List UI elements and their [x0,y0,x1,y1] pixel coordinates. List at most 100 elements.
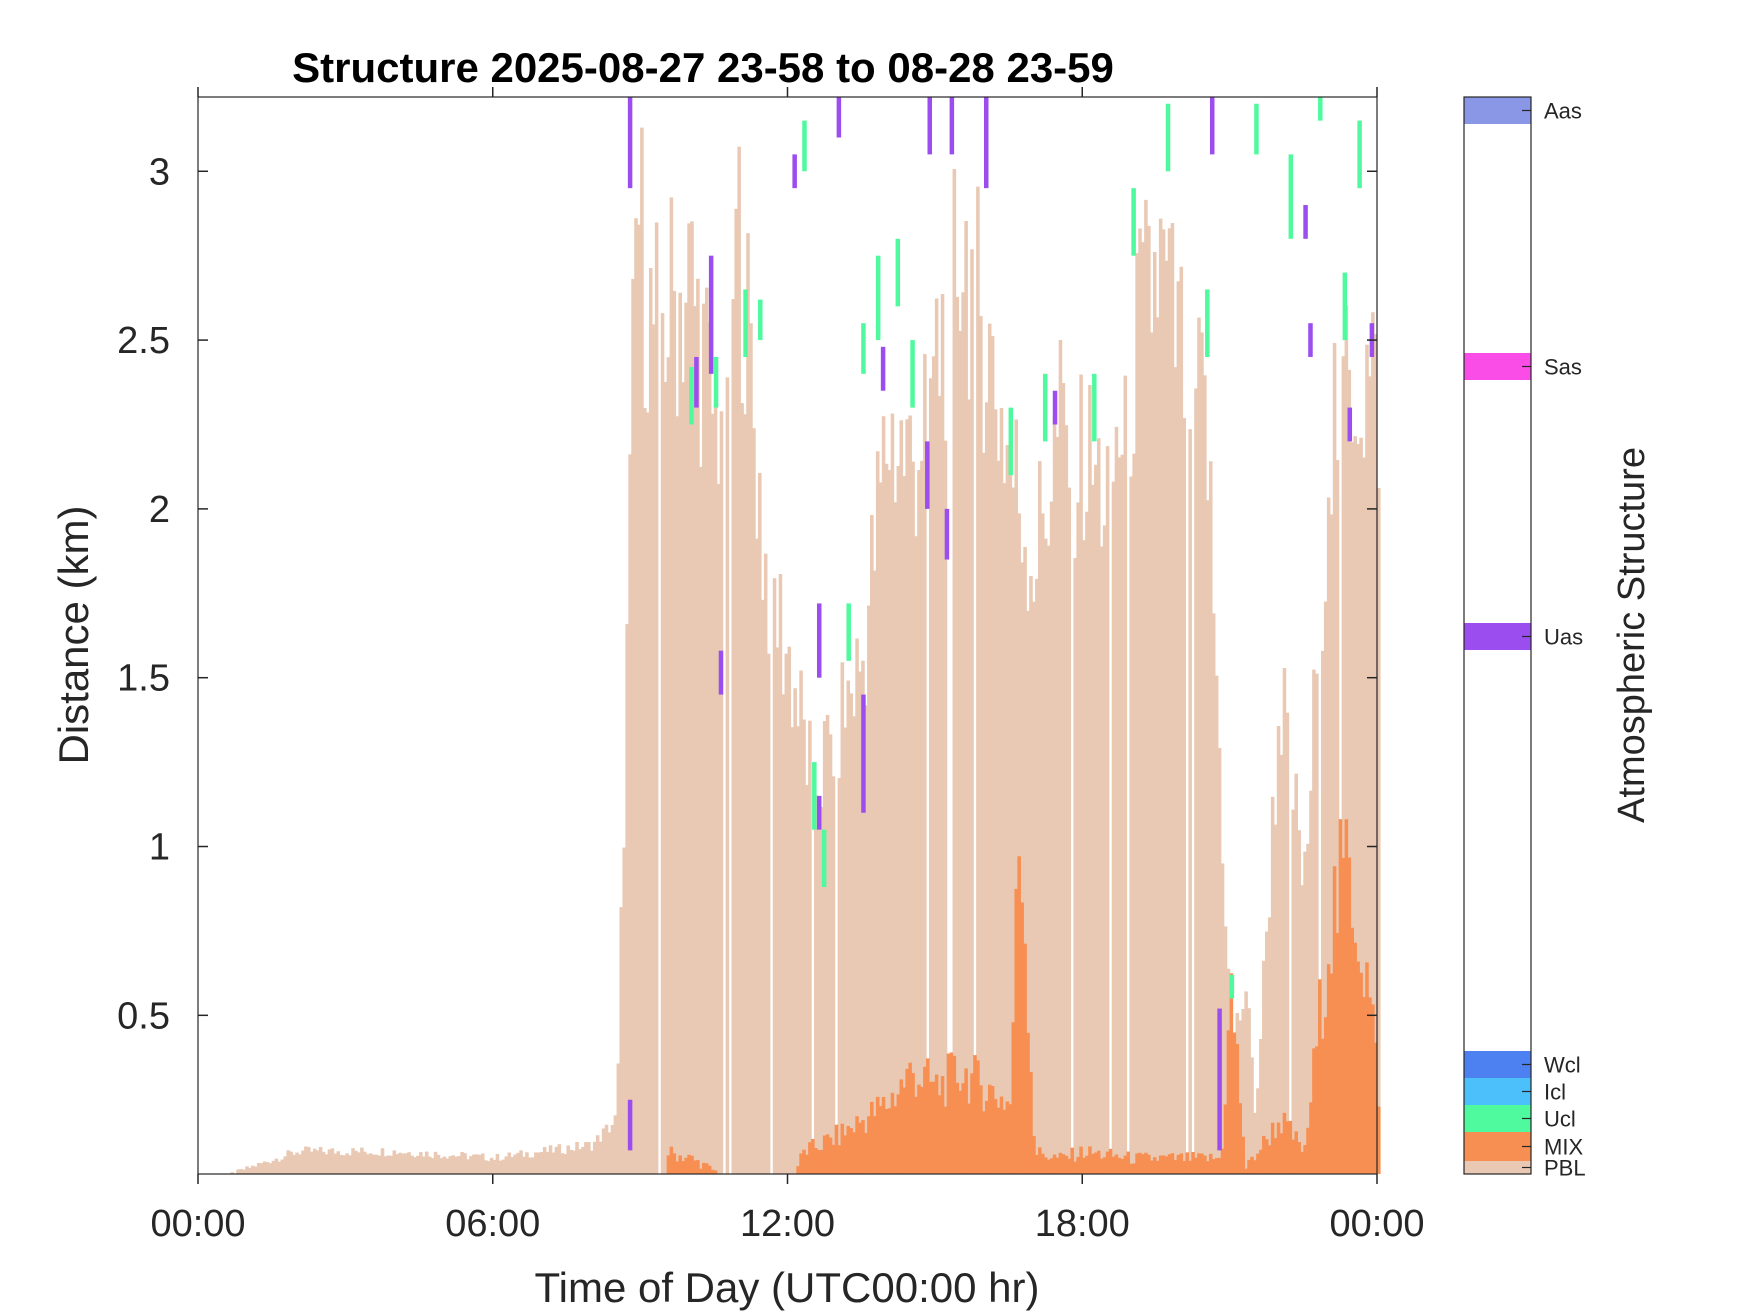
pbl-column [1256,1088,1260,1174]
pbl-column [383,1156,388,1174]
pbl-column [952,169,957,1175]
mix-column [973,1055,977,1174]
uas-segment [718,650,724,695]
ucl-segment [1092,373,1097,442]
mix-column [1312,1048,1316,1174]
mix-column [1320,1038,1325,1174]
uas-segment [1308,323,1313,357]
mix-column [1096,1150,1101,1174]
pbl-column [277,1161,282,1174]
pbl-column [796,726,800,1174]
pbl-column [1371,312,1375,1174]
pbl-column [345,1153,349,1174]
uas-segment [627,1099,633,1151]
pbl-column [342,1155,346,1174]
mix-column [1315,1046,1319,1174]
pbl-column [307,1147,311,1174]
pbl-column [690,221,694,1174]
pbl-column [1350,442,1355,1174]
mix-column [831,1144,836,1174]
mix-column [1326,964,1331,1174]
pbl-column [1353,436,1357,1174]
uas-segment [880,346,886,391]
pbl-column [737,146,741,1174]
pbl-column [442,1156,447,1174]
colorbar-band-sas [1464,353,1531,380]
mix-column [1138,1152,1142,1174]
pbl-column [1179,266,1184,1174]
pbl-column [625,624,629,1174]
mix-column [1105,1151,1110,1174]
mix-column [952,1055,957,1174]
pbl-column [336,1151,341,1174]
pbl-column [1167,228,1172,1174]
mix-column [1256,1153,1260,1174]
mix-column [987,1084,992,1174]
mix-column [1306,1127,1310,1174]
pbl-column [410,1155,414,1174]
pbl-column [852,716,856,1174]
ucl-segment [861,323,866,374]
ucl-segment [1205,289,1210,357]
pbl-column [1120,454,1125,1175]
pbl-column [993,409,998,1174]
mix-column [1040,1153,1045,1174]
pbl-column [893,502,898,1174]
pbl-column [1091,484,1095,1174]
mix-column [1108,1148,1113,1174]
pbl-column [1377,487,1381,1174]
pbl-column [1253,1112,1257,1174]
uas-segment [1303,205,1308,239]
pbl-column [1043,538,1048,1174]
pbl-column [371,1154,376,1174]
pbl-column [616,1063,621,1174]
uas-segment [984,97,989,189]
pbl-column [312,1148,317,1174]
pbl-column [746,233,750,1175]
pbl-column [504,1156,509,1174]
pbl-column [242,1169,246,1174]
pbl-column [460,1152,464,1174]
pbl-column [1123,375,1128,1175]
pbl-column [784,653,789,1174]
mix-column [867,1116,871,1174]
pbl-column [563,1153,568,1174]
pbl-column [1182,417,1187,1174]
pbl-column [831,776,836,1174]
mix-column [1067,1158,1072,1174]
mix-column [1353,942,1357,1174]
pbl-column [982,452,986,1174]
mix-column [1220,1148,1225,1174]
mix-column [1244,1168,1248,1174]
pbl-column [1303,851,1307,1174]
uas-segment [1347,407,1353,442]
colorbar-label-ucl: Ucl [1544,1107,1576,1132]
pbl-column [666,357,671,1174]
mix-column [920,1086,924,1174]
pbl-column [799,670,803,1174]
pbl-column [808,720,812,1174]
ucl-segment [743,289,748,357]
pbl-column [472,1154,476,1174]
mix-column [1002,1109,1007,1174]
mix-column [840,1123,845,1174]
pbl-column [958,330,963,1174]
mix-column [1235,1043,1240,1174]
pbl-column [310,1151,314,1174]
pbl-column [584,1142,588,1174]
pbl-column [1267,917,1272,1174]
mix-column [1011,1022,1016,1174]
pbl-column [1250,1057,1254,1174]
pbl-column [419,1152,423,1174]
pbl-column [528,1157,532,1174]
pbl-column [1152,251,1157,1175]
ucl-segment [1254,103,1259,155]
ucl-segment [1357,120,1362,189]
mix-column [1291,1139,1296,1174]
pbl-column [607,1132,612,1174]
pbl-column [902,476,906,1174]
pbl-column [554,1146,559,1174]
pbl-column [377,1155,382,1174]
mix-column [1241,1136,1245,1174]
pbl-column [1197,317,1201,1174]
